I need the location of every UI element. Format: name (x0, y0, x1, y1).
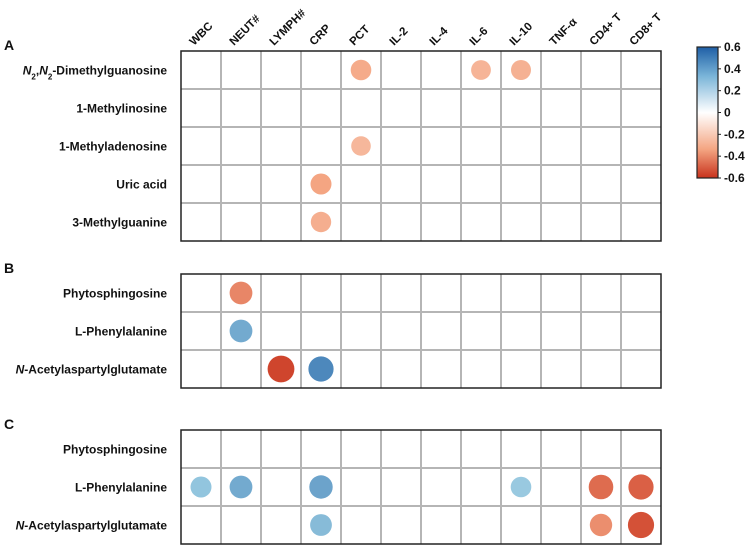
row-label: Phytosphingosine (63, 443, 167, 457)
panel-label: C (4, 416, 14, 432)
colorbar-tick-label: 0 (724, 106, 731, 120)
corr-circle (229, 319, 253, 343)
panel-C: C Phytosphingosine L-Phenylalanine N-Acetyl… (4, 416, 662, 545)
corr-circle (267, 355, 295, 383)
corr-circle (589, 513, 613, 537)
corr-circle (351, 136, 371, 156)
row-label: N-Acetylaspartylglutamate (16, 363, 168, 377)
corr-circle (309, 475, 333, 499)
corr-circle (229, 281, 253, 305)
colorbar-tick-label: 0.4 (724, 62, 741, 76)
row-label: N-Acetylaspartylglutamate (16, 519, 168, 533)
col-header-2: LYMPH# (268, 7, 309, 48)
row-label: L-Phenylalanine (75, 481, 167, 495)
corr-circle (471, 60, 491, 80)
col-header-8: IL-10 (508, 21, 535, 48)
corr-circle (310, 173, 332, 195)
panel-border (180, 273, 662, 389)
col-header-1: NEUT# (228, 13, 264, 49)
panel-border (180, 429, 662, 545)
row-label: 1-Methylinosine (76, 102, 167, 116)
corr-circle (510, 476, 532, 498)
corr-circle (229, 475, 253, 499)
col-header-11: CD8+ T (628, 11, 665, 48)
corr-circle (511, 60, 531, 80)
col-header-9: TNF-α (548, 16, 580, 48)
panel-border (180, 50, 662, 242)
column-headers: WBC NEUT# LYMPH# CRP PCT IL-2 IL-4 IL-6 IL-10 TNF… (188, 7, 665, 48)
colorbar-tick-label: -0.4 (724, 149, 745, 163)
colorbar-tick-label: 0.6 (724, 40, 741, 54)
col-header-10: CD4+ T (588, 11, 625, 48)
corr-circle (310, 514, 332, 536)
col-header-6: IL-4 (428, 25, 451, 48)
panel-B: B Phytosphingosine L-Phenylalanine N-Acetyl… (4, 260, 662, 389)
row-label: Uric acid (116, 178, 167, 192)
col-header-7: IL-6 (468, 25, 491, 48)
row-label: Phytosphingosine (63, 287, 167, 301)
col-header-4: PCT (348, 23, 373, 48)
row-label: N2,N2-Dimethylguanosine (23, 64, 168, 82)
corr-circle (308, 356, 334, 382)
corr-circle (310, 211, 332, 233)
corr-circle (588, 474, 614, 500)
row-label: 1-Methyladenosine (59, 140, 167, 154)
col-header-3: CRP (308, 22, 334, 48)
colorbar-tick-label: 0.2 (724, 84, 741, 98)
panel-A: A N2,N2-Dimethylguanosine 1-Methylinosine 1… (4, 37, 662, 242)
panel-label: A (4, 37, 14, 53)
corr-circle (350, 59, 372, 81)
col-header-5: IL-2 (388, 25, 411, 48)
panels: A N2,N2-Dimethylguanosine 1-Methylinosine 1… (4, 37, 662, 545)
colorbar-tick-label: -0.2 (724, 127, 745, 141)
corr-circle (190, 476, 212, 498)
colorbar-gradient (696, 46, 719, 179)
panel-label: B (4, 260, 14, 276)
colorbar-tick-label: -0.6 (724, 171, 745, 185)
row-label: 3-Methylguanine (72, 216, 167, 230)
corr-circle (628, 474, 654, 500)
col-header-0: WBC (188, 20, 216, 48)
row-label: L-Phenylalanine (75, 325, 167, 339)
corr-circle (627, 511, 655, 539)
colorbar: 0.6 0.4 0.2 0 -0.2 -0.4 -0.6 (696, 40, 745, 185)
